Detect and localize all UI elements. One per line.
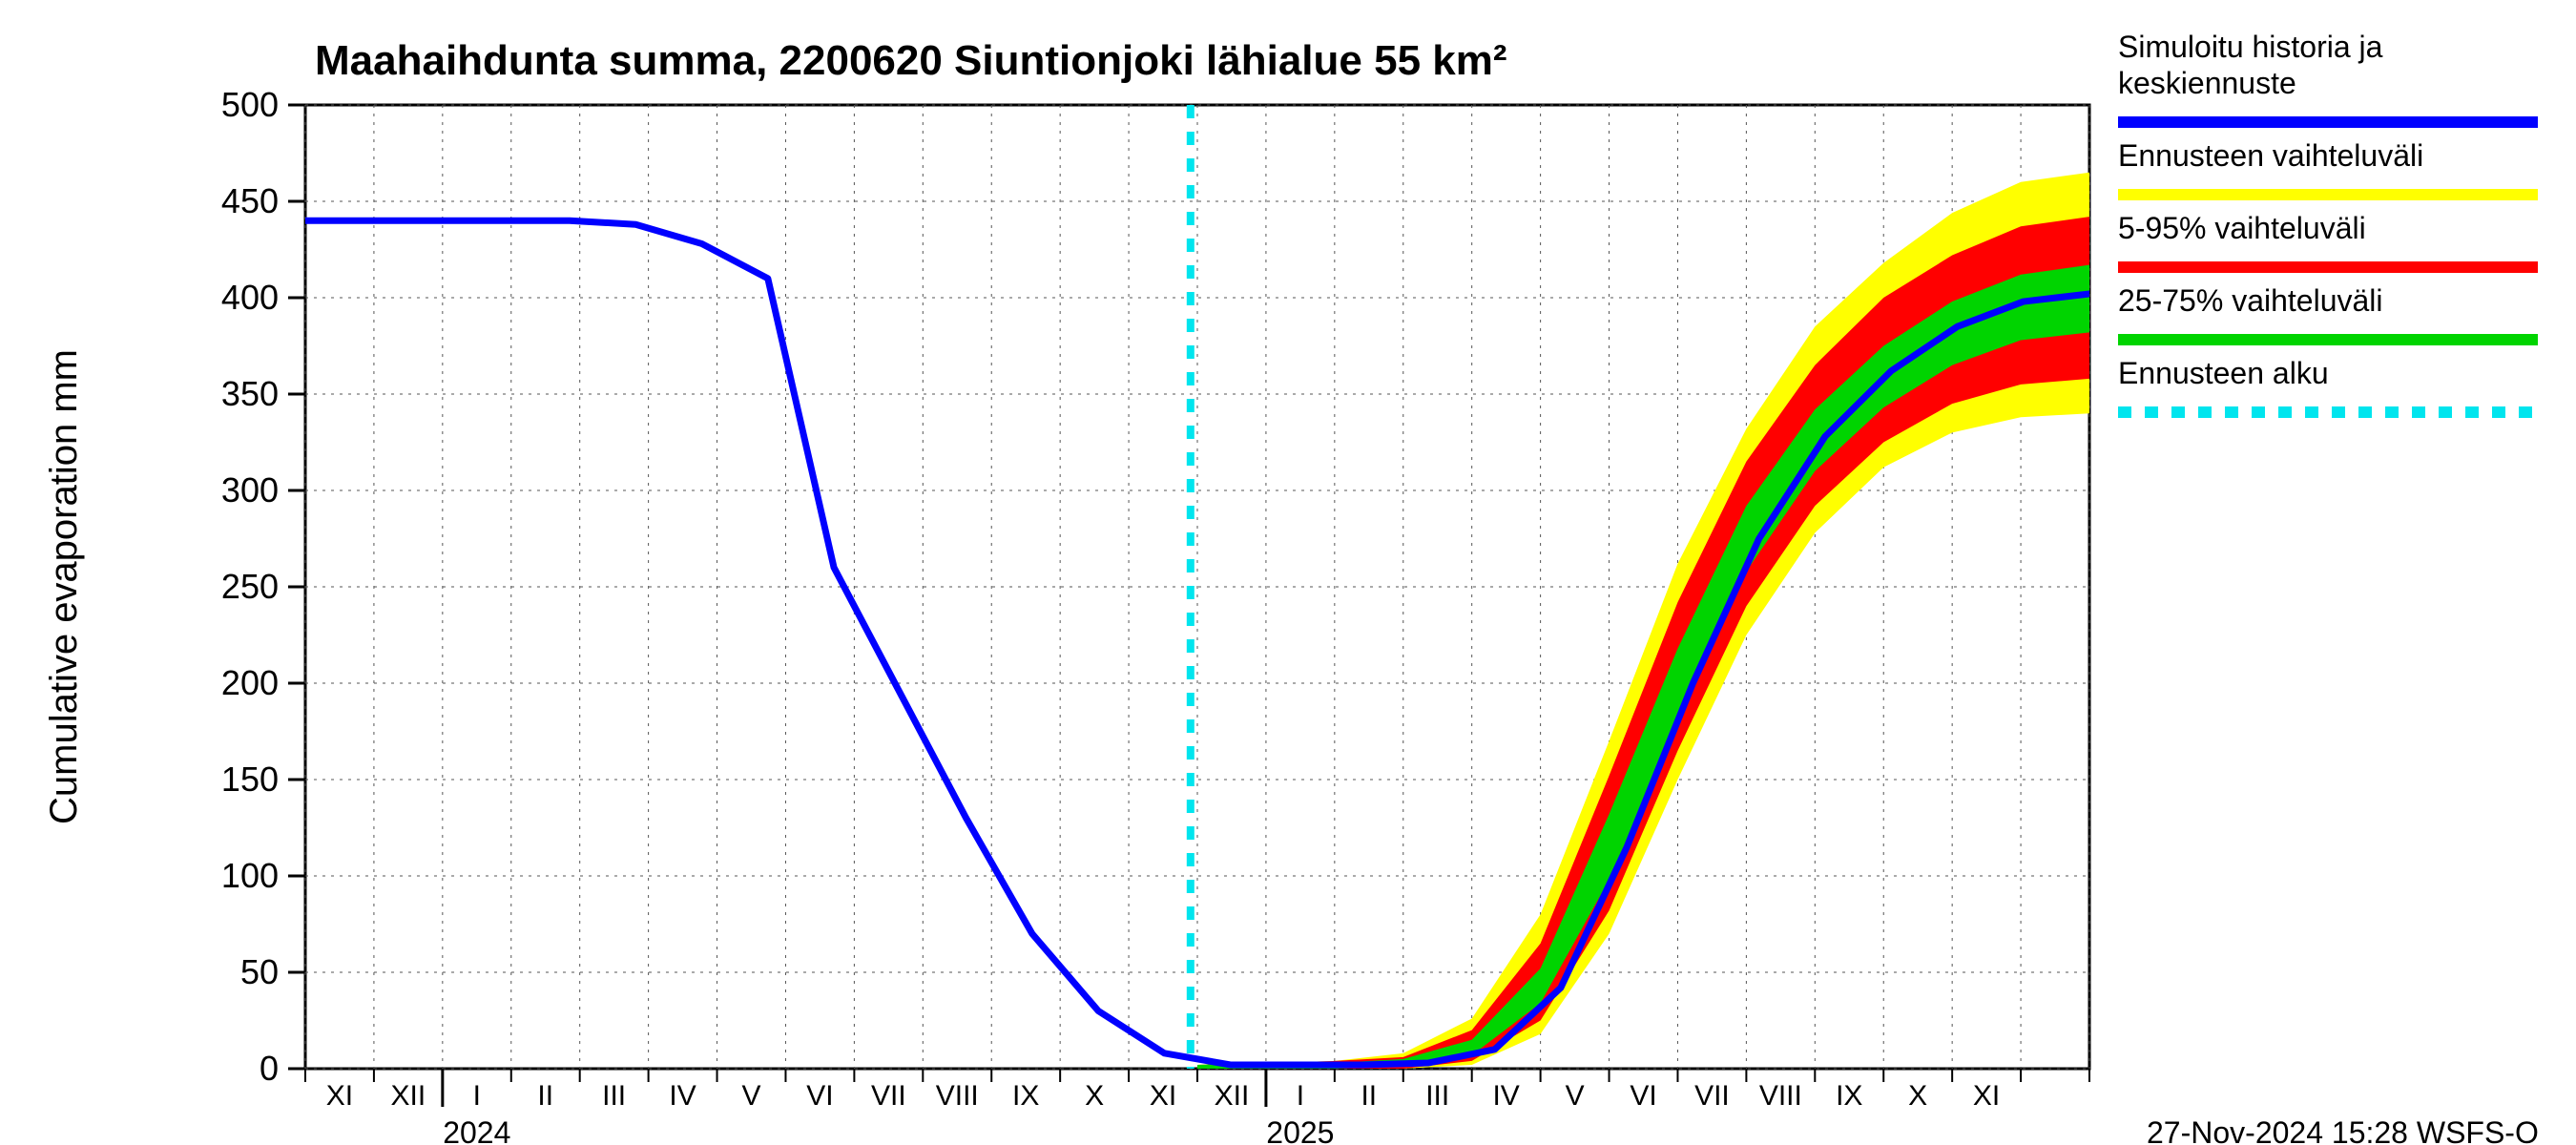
legend-label-1: Ennusteen vaihteluväli xyxy=(2118,138,2423,173)
svg-text:VI: VI xyxy=(806,1080,833,1112)
svg-text:V: V xyxy=(1566,1080,1585,1112)
svg-text:XI: XI xyxy=(326,1080,353,1112)
svg-text:2025: 2025 xyxy=(1266,1115,1334,1145)
svg-text:IX: IX xyxy=(1012,1080,1039,1112)
svg-text:100: 100 xyxy=(221,856,279,895)
svg-text:300: 300 xyxy=(221,470,279,510)
svg-text:150: 150 xyxy=(221,760,279,799)
svg-text:VIII: VIII xyxy=(1759,1080,1802,1112)
legend-label-4: Ennusteen alku xyxy=(2118,356,2329,390)
svg-text:400: 400 xyxy=(221,278,279,317)
svg-text:50: 50 xyxy=(240,952,279,991)
y-axis-label: Cumulative evaporation mm xyxy=(43,349,85,824)
svg-text:VII: VII xyxy=(1694,1080,1730,1112)
svg-text:I: I xyxy=(473,1080,481,1112)
svg-text:XII: XII xyxy=(391,1080,426,1112)
svg-text:X: X xyxy=(1085,1080,1104,1112)
svg-text:V: V xyxy=(741,1080,760,1112)
svg-text:XII: XII xyxy=(1215,1080,1250,1112)
svg-text:IX: IX xyxy=(1836,1080,1862,1112)
legend-label-2: 5-95% vaihteluväli xyxy=(2118,211,2366,245)
legend-label-3: 25-75% vaihteluväli xyxy=(2118,283,2383,318)
svg-text:250: 250 xyxy=(221,567,279,606)
legend-label-0: Simuloitu historia ja xyxy=(2118,30,2383,64)
svg-text:500: 500 xyxy=(221,85,279,124)
evaporation-chart: 050100150200250300350400450500XIXIIIIIII… xyxy=(0,0,2576,1145)
svg-text:II: II xyxy=(537,1080,553,1112)
svg-text:XI: XI xyxy=(1973,1080,2000,1112)
svg-text:IV: IV xyxy=(669,1080,696,1112)
svg-text:XI: XI xyxy=(1150,1080,1176,1112)
svg-text:III: III xyxy=(1425,1080,1449,1112)
svg-text:VI: VI xyxy=(1630,1080,1656,1112)
svg-text:350: 350 xyxy=(221,374,279,413)
svg-text:III: III xyxy=(602,1080,626,1112)
svg-text:200: 200 xyxy=(221,663,279,702)
svg-text:I: I xyxy=(1297,1080,1304,1112)
svg-text:X: X xyxy=(1908,1080,1927,1112)
svg-text:IV: IV xyxy=(1492,1080,1519,1112)
svg-text:VII: VII xyxy=(871,1080,906,1112)
svg-text:VIII: VIII xyxy=(936,1080,979,1112)
svg-text:II: II xyxy=(1361,1080,1377,1112)
legend-label-0: keskiennuste xyxy=(2118,66,2296,100)
svg-text:450: 450 xyxy=(221,181,279,220)
svg-text:2024: 2024 xyxy=(443,1115,510,1145)
footer-timestamp: 27-Nov-2024 15:28 WSFS-O xyxy=(2147,1115,2539,1145)
svg-text:0: 0 xyxy=(260,1049,279,1088)
chart-title: Maahaihdunta summa, 2200620 Siuntionjoki… xyxy=(315,37,1507,84)
